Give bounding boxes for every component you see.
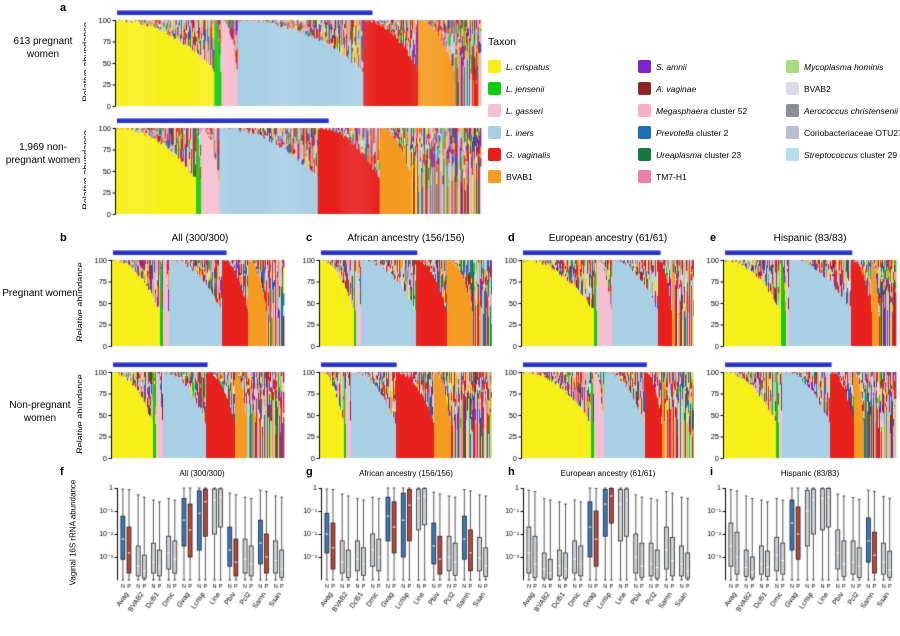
legend-swatch (786, 82, 799, 95)
boxplot-hispanic (696, 482, 898, 632)
legend-columns: L. crispatus L. jensenii L. gasseri L. iner… (488, 60, 900, 183)
legend-item: TM7-H1 (638, 170, 786, 183)
legend-label: L. jensenii (506, 83, 545, 94)
legend-item: Megasphaera cluster 52 (638, 104, 786, 117)
legend-label: BVAB2 (804, 83, 831, 94)
legend-label: Megasphaera cluster 52 (656, 105, 748, 116)
legend-item: L. iners (488, 126, 638, 139)
panel-letter-a: a (60, 2, 67, 14)
community-plot-hispanic-pregnant (694, 250, 898, 350)
legend-item: G. vaginalis (488, 148, 638, 161)
panel-letter-f: f (60, 466, 64, 478)
community-plot-all-nonpregnant (82, 362, 286, 462)
legend-label: L. crispatus (506, 61, 550, 72)
legend-swatch (786, 104, 799, 117)
legend-item: BVAB1 (488, 170, 638, 183)
row-label-pregnant-women: Pregnant women (2, 288, 78, 299)
legend-swatch (638, 82, 651, 95)
community-plot-african-nonpregnant (290, 362, 494, 462)
legend-label: Streptococcus cluster 29 (804, 149, 898, 160)
legend-label: S. amnii (656, 61, 687, 72)
panel-letter-i: i (710, 466, 714, 478)
legend-label: Mycoplasma hominis (804, 61, 884, 72)
panel-letter-h: h (508, 466, 515, 478)
legend-label: G. vaginalis (506, 149, 551, 160)
title-african-middle: African ancestry (156/156) (347, 233, 465, 244)
legend-swatch (488, 60, 501, 73)
community-plot-european-pregnant (492, 250, 696, 350)
community-plot-a-nonpregnant (86, 118, 483, 218)
legend-label: BVAB1 (506, 171, 533, 182)
legend-swatch (638, 170, 651, 183)
legend-label: Ureaplasma cluster 23 (656, 149, 742, 160)
community-plot-a-pregnant (86, 10, 483, 110)
legend-item: L. gasseri (488, 104, 638, 117)
legend-title: Taxon (488, 36, 517, 48)
legend-swatch (488, 82, 501, 95)
legend-label: TM7-H1 (656, 171, 687, 182)
row-label-nonpregnant-women: Non-pregnant women (9, 400, 71, 424)
legend-swatch (786, 126, 799, 139)
title-all-bottom: All (300/300) (179, 469, 225, 478)
legend-swatch (638, 126, 651, 139)
legend-swatch (488, 126, 501, 139)
legend-swatch (488, 170, 501, 183)
title-african-bottom: African ancestry (156/156) (359, 469, 453, 478)
legend-label: L. iners (506, 127, 534, 138)
legend-column: S. amnii A. vaginae Megasphaera cluster 52… (638, 60, 786, 183)
legend-label: Aerococcus christensenii (804, 105, 899, 116)
boxplot-all (88, 482, 290, 632)
title-hispanic-bottom: Hispanic (83/83) (780, 469, 840, 478)
legend-swatch (638, 104, 651, 117)
legend-label: Coriobacteriaceae OTU27 (804, 127, 900, 138)
community-plot-all-pregnant (82, 250, 286, 350)
panel-letter-d: d (508, 232, 515, 244)
panel-letter-c: c (306, 232, 313, 244)
legend-swatch (786, 148, 799, 161)
legend-label: L. gasseri (506, 105, 543, 116)
legend-swatch (488, 104, 501, 117)
legend-column: L. crispatus L. jensenii L. gasseri L. iner… (488, 60, 638, 183)
legend-label: Prevotella cluster 2 (656, 127, 729, 138)
title-european-bottom: European ancestry (61/61) (560, 469, 656, 478)
panel-letter-b: b (60, 232, 67, 244)
legend-swatch (488, 148, 501, 161)
community-plot-european-nonpregnant (492, 362, 696, 462)
legend-item: Streptococcus cluster 29 (786, 148, 900, 161)
legend-item: Ureaplasma cluster 23 (638, 148, 786, 161)
legend-item: BVAB2 (786, 82, 900, 95)
boxplot-african (292, 482, 494, 632)
row-label-nonpregnant-1969: 1,969 non-pregnant women (5, 142, 81, 166)
title-hispanic-middle: Hispanic (83/83) (773, 233, 847, 244)
legend-swatch (786, 60, 799, 73)
taxon-legend: Taxon L. crispatus L. jensenii L. gasseri L… (488, 36, 900, 183)
y-axis-label-16s-abundance: Vaginal 16S rRNA abundance (68, 479, 78, 586)
community-plot-hispanic-nonpregnant (694, 362, 898, 462)
boxplot-european (494, 482, 696, 632)
community-plot-african-pregnant (290, 250, 494, 350)
legend-item: Aerococcus christensenii (786, 104, 900, 117)
legend-item: A. vaginae (638, 82, 786, 95)
legend-item: L. jensenii (488, 82, 638, 95)
legend-item: L. crispatus (488, 60, 638, 73)
legend-item: Prevotella cluster 2 (638, 126, 786, 139)
legend-column: Mycoplasma hominis BVAB2 Aerococcus christ… (786, 60, 900, 183)
legend-item: Coriobacteriaceae OTU27 (786, 126, 900, 139)
legend-item: S. amnii (638, 60, 786, 73)
row-label-pregnant-613: 613 pregnant women (13, 36, 73, 60)
legend-swatch (638, 60, 651, 73)
title-european-middle: European ancestry (61/61) (548, 233, 668, 244)
legend-swatch (638, 148, 651, 161)
panel-letter-e: e (710, 232, 717, 244)
legend-item: Mycoplasma hominis (786, 60, 900, 73)
title-all-middle: All (300/300) (171, 233, 229, 244)
legend-label: A. vaginae (656, 83, 697, 94)
panel-letter-g: g (306, 466, 313, 478)
